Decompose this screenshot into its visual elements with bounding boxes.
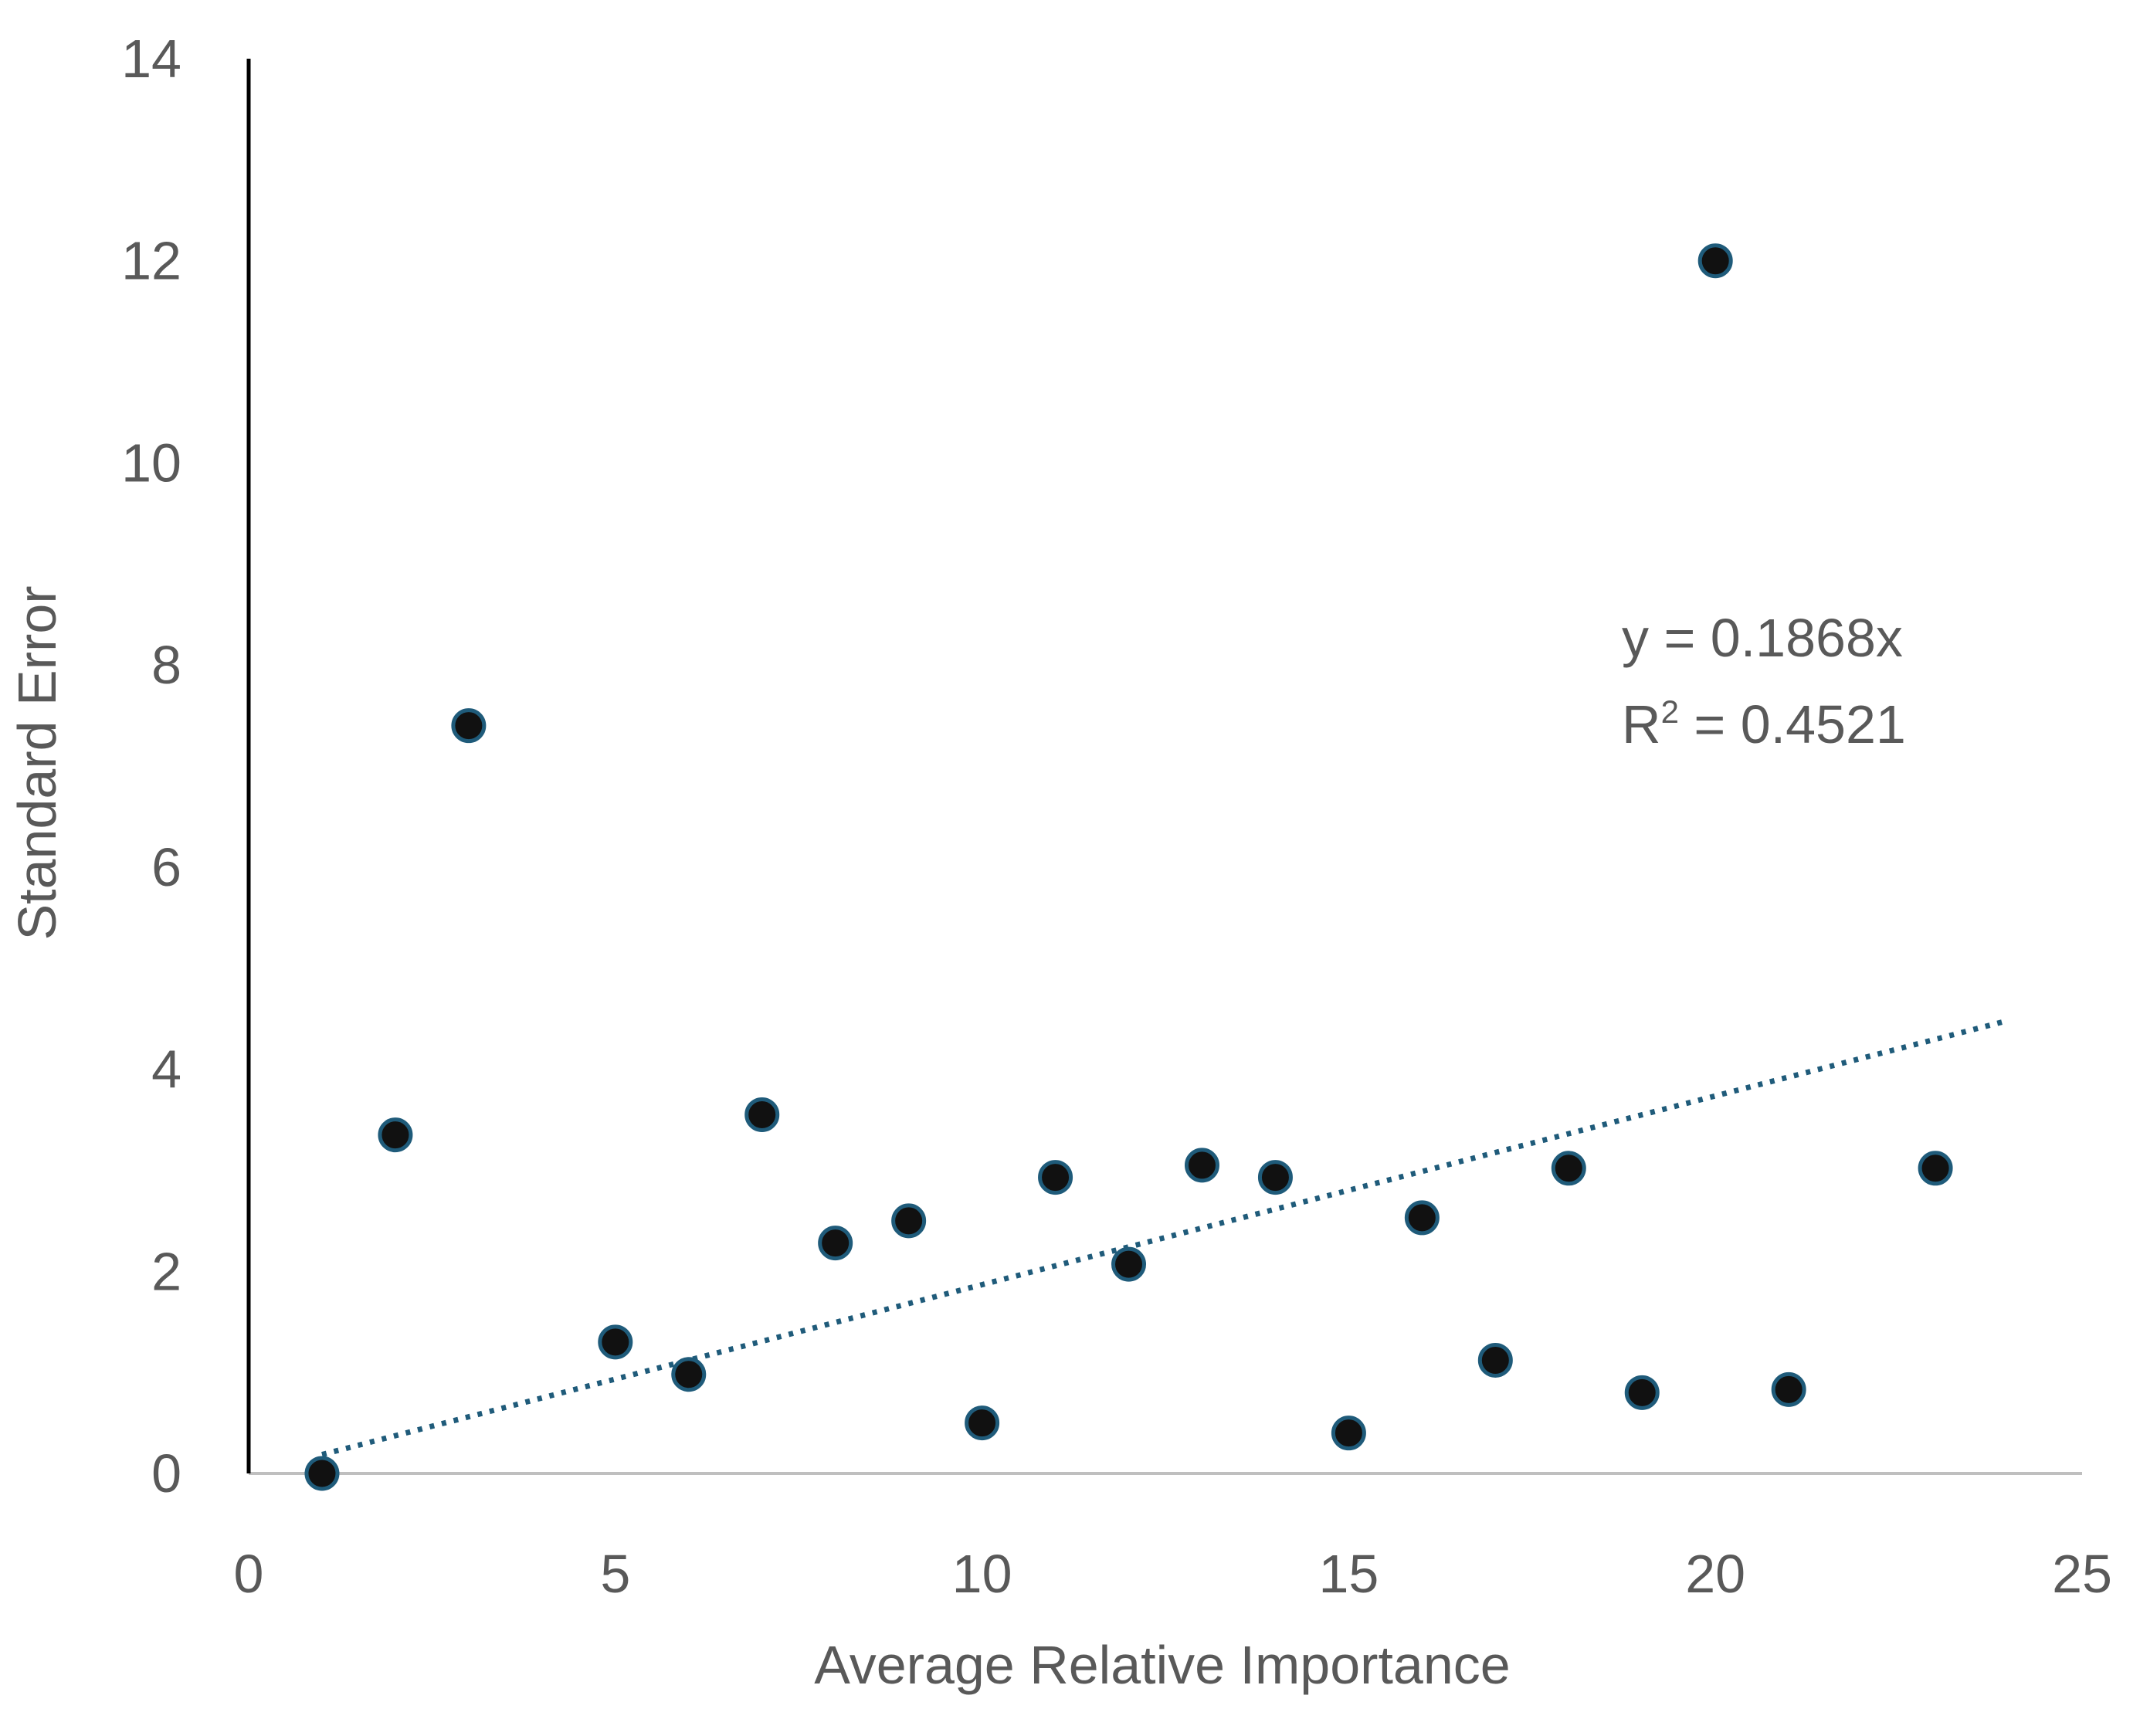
y-tick-label: 2 xyxy=(151,1241,181,1301)
x-tick-label: 0 xyxy=(234,1544,264,1604)
y-tick-label: 8 xyxy=(151,635,181,695)
trendline xyxy=(321,1017,2009,1457)
scatter-point xyxy=(1184,1148,1219,1183)
y-tick-label: 0 xyxy=(151,1443,181,1504)
scatter-point xyxy=(1771,1372,1806,1407)
scatter-point xyxy=(1257,1160,1293,1195)
scatter-point xyxy=(304,1456,340,1491)
y-tick-label: 6 xyxy=(151,837,181,897)
tick-labels-layer: 0 5 10 15 20 25 0 2 4 6 8 10 12 14 xyxy=(121,29,2112,1604)
scatter-point xyxy=(1624,1375,1660,1410)
trendline-layer xyxy=(321,1017,2009,1457)
y-tick-label: 10 xyxy=(121,432,181,493)
scatter-point xyxy=(378,1117,413,1153)
x-tick-label: 15 xyxy=(1318,1544,1379,1604)
x-tick-label: 20 xyxy=(1685,1544,1745,1604)
y-axis-title: Standard Error xyxy=(7,585,67,940)
points-layer xyxy=(304,243,1953,1491)
trendline-r-squared: R2 = 0.4521 xyxy=(1622,693,1906,754)
x-tick-label: 10 xyxy=(952,1544,1012,1604)
scatter-point xyxy=(671,1357,707,1392)
scatter-point xyxy=(891,1203,927,1239)
trendline-equation: y = 0.1868x xyxy=(1622,608,1903,668)
r-squared-superscript: 2 xyxy=(1661,693,1679,730)
scatter-point xyxy=(1404,1200,1440,1236)
x-axis-title: Average Relative Importance xyxy=(814,1635,1510,1695)
y-tick-label: 4 xyxy=(151,1039,181,1100)
scatter-point xyxy=(1111,1246,1147,1282)
scatter-point xyxy=(744,1097,780,1132)
axes-layer xyxy=(246,59,2082,1475)
scatter-point xyxy=(598,1324,633,1360)
x-tick-label: 5 xyxy=(600,1544,630,1604)
scatter-point xyxy=(1331,1416,1366,1451)
y-tick-label: 14 xyxy=(121,29,181,89)
x-tick-label: 25 xyxy=(2052,1544,2112,1604)
y-tick-label: 12 xyxy=(121,231,181,291)
scatter-point xyxy=(1551,1151,1586,1186)
scatter-point xyxy=(965,1405,1000,1441)
r-squared-prefix: R xyxy=(1622,694,1661,754)
scatter-point xyxy=(1477,1342,1513,1378)
scatter-point xyxy=(818,1226,853,1261)
scatter-point xyxy=(1038,1160,1073,1195)
scatter-point xyxy=(1918,1151,1953,1186)
scatter-point xyxy=(1697,243,1733,279)
r-squared-value: = 0.4521 xyxy=(1679,694,1906,754)
scatter-point xyxy=(451,708,487,744)
